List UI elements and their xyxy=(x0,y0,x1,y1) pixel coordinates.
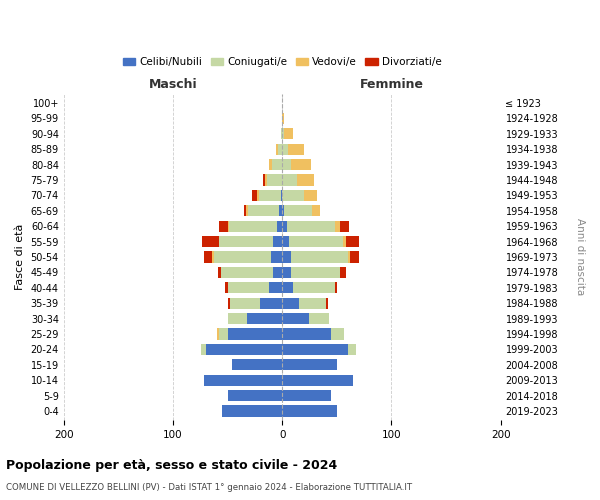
Bar xyxy=(218,267,221,278)
Bar xyxy=(260,298,282,308)
Bar xyxy=(282,159,291,170)
Bar xyxy=(282,252,291,262)
Bar xyxy=(293,282,335,294)
Bar xyxy=(217,328,219,340)
Bar xyxy=(350,252,359,262)
Bar xyxy=(282,313,310,324)
Bar xyxy=(244,205,246,216)
Bar xyxy=(282,190,304,201)
Bar xyxy=(291,267,340,278)
Bar xyxy=(282,128,284,140)
Bar xyxy=(227,220,229,232)
Bar xyxy=(246,205,248,216)
Bar xyxy=(340,220,349,232)
Bar xyxy=(291,252,348,262)
Bar xyxy=(304,190,317,201)
Legend: Celibi/Nubili, Coniugati/e, Vedovi/e, Divorziati/e: Celibi/Nubili, Coniugati/e, Vedovi/e, Di… xyxy=(119,53,446,72)
Bar xyxy=(279,205,282,216)
Bar xyxy=(348,344,356,355)
Bar xyxy=(282,220,287,232)
Bar xyxy=(203,252,212,262)
Bar xyxy=(340,267,346,278)
Bar xyxy=(343,236,346,247)
Bar xyxy=(298,174,314,186)
Bar xyxy=(284,128,293,140)
Bar xyxy=(274,267,282,278)
Bar xyxy=(284,205,311,216)
Bar xyxy=(331,328,344,340)
Bar xyxy=(335,220,340,232)
Bar xyxy=(274,236,282,247)
Bar xyxy=(263,174,265,186)
Bar xyxy=(287,144,304,154)
Bar xyxy=(346,236,359,247)
Bar xyxy=(227,313,247,324)
Bar xyxy=(282,344,348,355)
Bar xyxy=(248,205,279,216)
Bar xyxy=(219,328,227,340)
Bar xyxy=(282,374,353,386)
Bar xyxy=(281,190,282,201)
Bar xyxy=(227,298,230,308)
Text: COMUNE DI VELLEZZO BELLINI (PV) - Dati ISTAT 1° gennaio 2024 - Elaborazione TUTT: COMUNE DI VELLEZZO BELLINI (PV) - Dati I… xyxy=(6,484,412,492)
Bar xyxy=(230,298,260,308)
Bar xyxy=(282,113,284,124)
Bar xyxy=(291,159,311,170)
Bar xyxy=(326,298,328,308)
Bar xyxy=(247,313,282,324)
Bar xyxy=(311,205,320,216)
Bar xyxy=(229,220,277,232)
Bar xyxy=(282,282,293,294)
Bar xyxy=(257,190,259,201)
Bar xyxy=(203,374,282,386)
Bar xyxy=(277,220,282,232)
Bar xyxy=(227,282,269,294)
Bar xyxy=(282,298,299,308)
Bar xyxy=(214,252,271,262)
Text: Popolazione per età, sesso e stato civile - 2024: Popolazione per età, sesso e stato civil… xyxy=(6,460,337,472)
Bar xyxy=(219,220,227,232)
Bar xyxy=(269,159,272,170)
Bar xyxy=(282,205,284,216)
Bar xyxy=(221,267,274,278)
Bar xyxy=(232,360,282,370)
Y-axis label: Anni di nascita: Anni di nascita xyxy=(575,218,585,296)
Bar xyxy=(269,282,282,294)
Bar xyxy=(227,328,282,340)
Bar xyxy=(272,159,282,170)
Bar xyxy=(299,298,326,308)
Bar xyxy=(282,406,337,416)
Bar xyxy=(282,267,291,278)
Bar xyxy=(219,236,274,247)
Bar xyxy=(265,174,267,186)
Bar xyxy=(206,344,282,355)
Bar xyxy=(282,360,337,370)
Bar xyxy=(222,406,282,416)
Bar xyxy=(282,390,331,401)
Bar xyxy=(212,252,214,262)
Bar xyxy=(202,236,219,247)
Bar xyxy=(289,236,343,247)
Bar xyxy=(227,390,282,401)
Bar xyxy=(202,344,206,355)
Bar xyxy=(275,144,278,154)
Bar xyxy=(287,220,335,232)
Bar xyxy=(251,190,257,201)
Bar xyxy=(226,282,227,294)
Bar xyxy=(278,144,282,154)
Text: Maschi: Maschi xyxy=(149,78,197,92)
Y-axis label: Fasce di età: Fasce di età xyxy=(15,224,25,290)
Bar xyxy=(281,128,282,140)
Bar xyxy=(282,328,331,340)
Bar xyxy=(282,236,289,247)
Text: Femmine: Femmine xyxy=(359,78,424,92)
Bar xyxy=(282,144,287,154)
Bar xyxy=(267,174,282,186)
Bar xyxy=(271,252,282,262)
Bar xyxy=(310,313,329,324)
Bar xyxy=(282,174,298,186)
Bar xyxy=(348,252,350,262)
Bar xyxy=(335,282,337,294)
Bar xyxy=(259,190,281,201)
